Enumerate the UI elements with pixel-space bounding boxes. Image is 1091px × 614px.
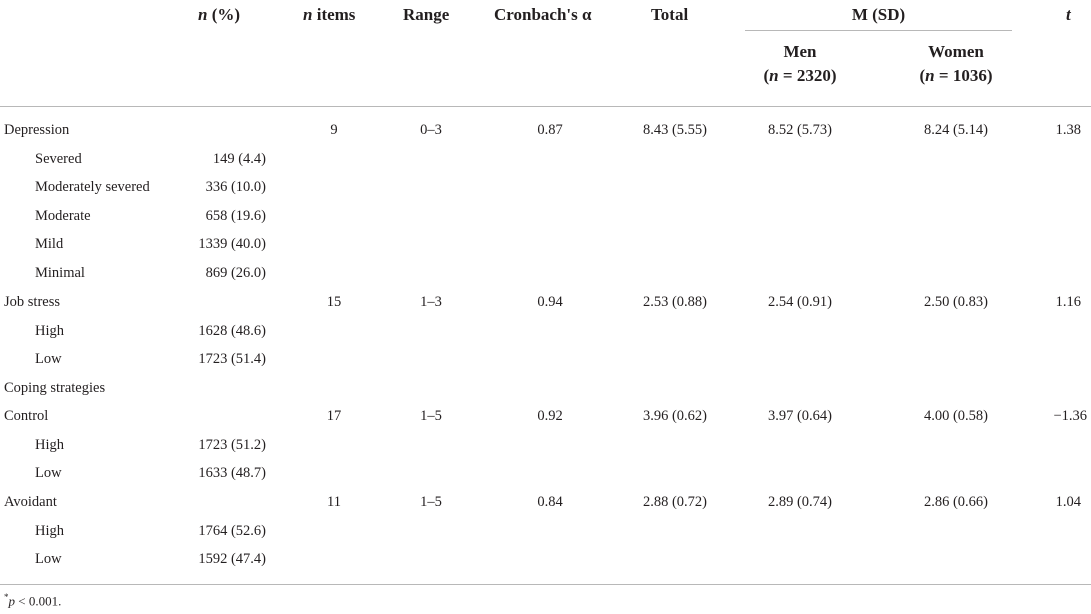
cell-n-items: 11	[327, 494, 341, 510]
footnote-p: p	[8, 593, 16, 609]
row-label: High	[35, 523, 64, 539]
n-symbol: n	[198, 5, 208, 24]
cell-men: 3.97 (0.64)	[767, 408, 833, 424]
cell-women: 4.00 (0.58)	[923, 408, 989, 424]
col-header-women-n: 1036	[952, 66, 987, 85]
row-label: Mild	[35, 236, 64, 252]
cell-women: 2.86 (0.66)	[923, 494, 989, 510]
col-header-cronbach: Cronbach's α	[494, 5, 592, 24]
cell-n-items: 9	[330, 122, 338, 138]
cell-t: 1.04	[1055, 494, 1081, 510]
row-label: Coping strategies	[4, 380, 106, 396]
col-header-n-items-label: items	[316, 5, 356, 24]
col-header-n-percent: n (%)	[198, 5, 240, 25]
cell-n-percent: 336 (10.0)	[205, 179, 266, 195]
col-header-total: Total	[651, 5, 689, 24]
row-label: Avoidant	[4, 494, 57, 510]
table-bottom-rule	[0, 584, 1091, 585]
cell-n-percent: 1628 (48.6)	[198, 323, 266, 339]
row-label: Low	[35, 351, 62, 367]
cell-n-percent: 1633 (48.7)	[198, 465, 266, 481]
n-symbol: n	[303, 5, 313, 24]
cell-t: 1.16	[1055, 294, 1081, 310]
col-header-msd: M (SD)	[851, 5, 906, 24]
cell-n-percent: 658 (19.6)	[205, 208, 266, 224]
col-header-women: Women (n = 1036)	[919, 42, 993, 85]
row-label: High	[35, 323, 64, 339]
table-footnote: *p < 0.001.	[4, 592, 61, 609]
n-symbol: n	[769, 66, 779, 85]
cell-n-percent: 1723 (51.2)	[198, 437, 266, 453]
row-label: Minimal	[35, 265, 85, 281]
cell-n-percent: 1592 (47.4)	[198, 551, 266, 567]
cell-n-percent: 1723 (51.4)	[198, 351, 266, 367]
row-label: High	[35, 437, 64, 453]
row-label: Severed	[35, 151, 82, 167]
row-label: Low	[35, 551, 62, 567]
cell-range: 1–5	[420, 408, 442, 424]
cell-n-items: 15	[326, 294, 342, 310]
col-header-men-label: Men	[783, 42, 817, 61]
cell-cronbach: 0.84	[537, 494, 563, 510]
cell-total: 8.43 (5.55)	[642, 122, 708, 138]
cell-men: 8.52 (5.73)	[767, 122, 833, 138]
footnote-star: *	[4, 592, 9, 602]
col-header-men: Men (n = 2320)	[763, 42, 837, 85]
col-header-t: t	[1066, 5, 1071, 24]
cell-range: 1–5	[420, 494, 442, 510]
row-label: Low	[35, 465, 62, 481]
cell-women: 8.24 (5.14)	[923, 122, 989, 138]
cell-n-percent: 1339 (40.0)	[198, 236, 266, 252]
cell-n-percent: 149 (4.4)	[212, 151, 266, 167]
cell-n-percent: 869 (26.0)	[205, 265, 266, 281]
row-label: Control	[4, 408, 49, 424]
cell-total: 3.96 (0.62)	[642, 408, 708, 424]
cell-cronbach: 0.87	[537, 122, 563, 138]
col-header-n-items: n items	[303, 5, 355, 25]
cell-n-percent: 1764 (52.6)	[198, 523, 266, 539]
cell-t: −1.36	[1053, 408, 1087, 424]
cell-total: 2.53 (0.88)	[642, 294, 708, 310]
row-label: Moderate	[35, 208, 91, 224]
cell-total: 2.88 (0.72)	[642, 494, 708, 510]
cell-men: 2.89 (0.74)	[767, 494, 833, 510]
row-label: Job stress	[4, 294, 60, 310]
cell-cronbach: 0.94	[537, 294, 563, 310]
col-header-n-percent-label: (%)	[211, 5, 241, 24]
row-label: Moderately severed	[35, 179, 150, 195]
cell-women: 2.50 (0.83)	[923, 294, 989, 310]
cell-range: 1–3	[420, 294, 442, 310]
footnote-text: < 0.001.	[15, 593, 62, 609]
col-header-women-label: Women	[928, 42, 984, 61]
cell-cronbach: 0.92	[537, 408, 563, 424]
msd-group-rule	[745, 30, 1012, 31]
cell-t: 1.38	[1055, 122, 1081, 138]
col-header-range: Range	[403, 5, 450, 24]
cell-range: 0–3	[420, 122, 442, 138]
header-bottom-rule	[0, 106, 1091, 107]
row-label: Depression	[4, 122, 70, 138]
cell-men: 2.54 (0.91)	[767, 294, 833, 310]
n-symbol: n	[925, 66, 935, 85]
cell-n-items: 17	[326, 408, 342, 424]
col-header-men-n: 2320	[796, 66, 831, 85]
